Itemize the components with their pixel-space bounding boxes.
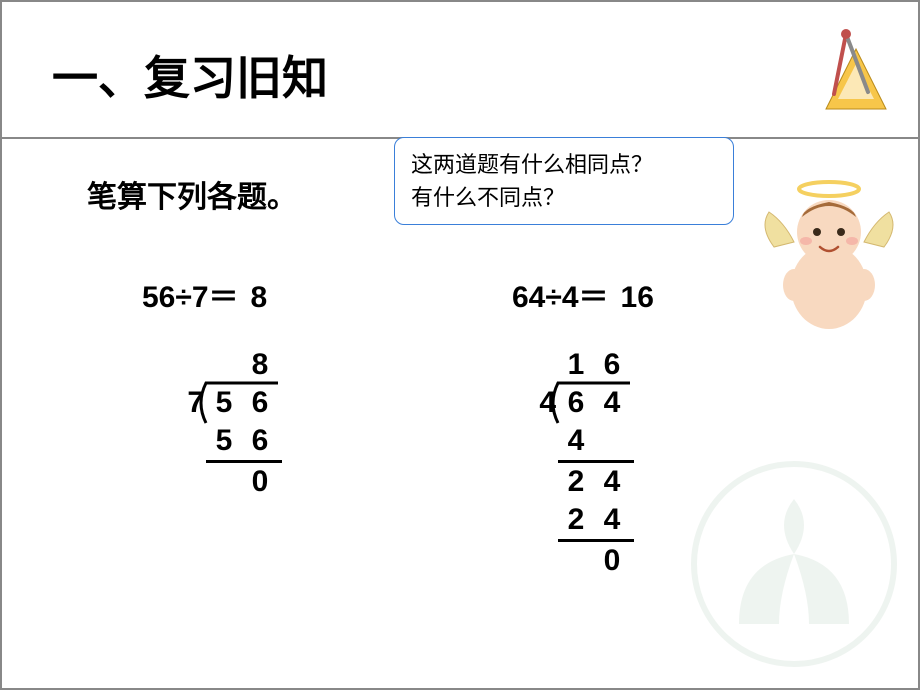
speech-bubble: 这两道题有什么相同点？ 有什么不同点？ [394, 137, 734, 225]
division-bracket-icon [546, 381, 632, 425]
geometry-tools-icon [816, 24, 896, 114]
equation-1: 56÷7＝ 8 [142, 272, 442, 316]
slide: 一、复习旧知 笔算下列各题。 这两道题有什么相同点？ 有什么不同点？ 56÷ [0, 0, 920, 690]
expression-2: 64÷4＝ [512, 272, 609, 316]
ld2-s0-d1: 4 [558, 422, 594, 460]
watermark-icon [684, 454, 904, 674]
answer-1: 8 [251, 281, 268, 315]
problem-1: 56÷7＝ 8 8 7 [142, 272, 442, 501]
ld1-s1-d2: 0 [242, 463, 278, 501]
ld2-s3-d2: 0 [594, 542, 630, 580]
ld2-quotient-d2: 6 [594, 346, 630, 384]
ld2-s0-d2 [594, 422, 630, 460]
ld1-quotient-d1 [206, 346, 242, 384]
ld1-quotient-d2: 8 [242, 346, 278, 384]
ld2-s3-d1 [558, 542, 594, 580]
bubble-line-2: 有什么不同点？ [411, 181, 717, 214]
ld2-s2-d1: 2 [558, 501, 594, 539]
ld2-quotient-d1: 1 [558, 346, 594, 384]
ld2-s1-d1: 2 [558, 463, 594, 501]
section-title: 一、复习旧知 [52, 42, 328, 108]
expression-1: 56÷7＝ [142, 272, 239, 316]
ld2-s2-d2: 4 [594, 501, 630, 539]
ld1-s0-d1: 5 [206, 422, 242, 460]
instruction-text: 笔算下列各题。 [87, 172, 297, 216]
bubble-line-1: 这两道题有什么相同点？ [411, 148, 717, 181]
ld1-s0-d2: 6 [242, 422, 278, 460]
ld2-s1-d2: 4 [594, 463, 630, 501]
ld1-s1-d1 [206, 463, 242, 501]
division-bracket-icon [194, 381, 280, 425]
equation-2: 64÷4＝ 16 [512, 272, 832, 316]
long-division-1: 8 7 5 6 [170, 346, 442, 501]
answer-2: 16 [621, 281, 654, 315]
